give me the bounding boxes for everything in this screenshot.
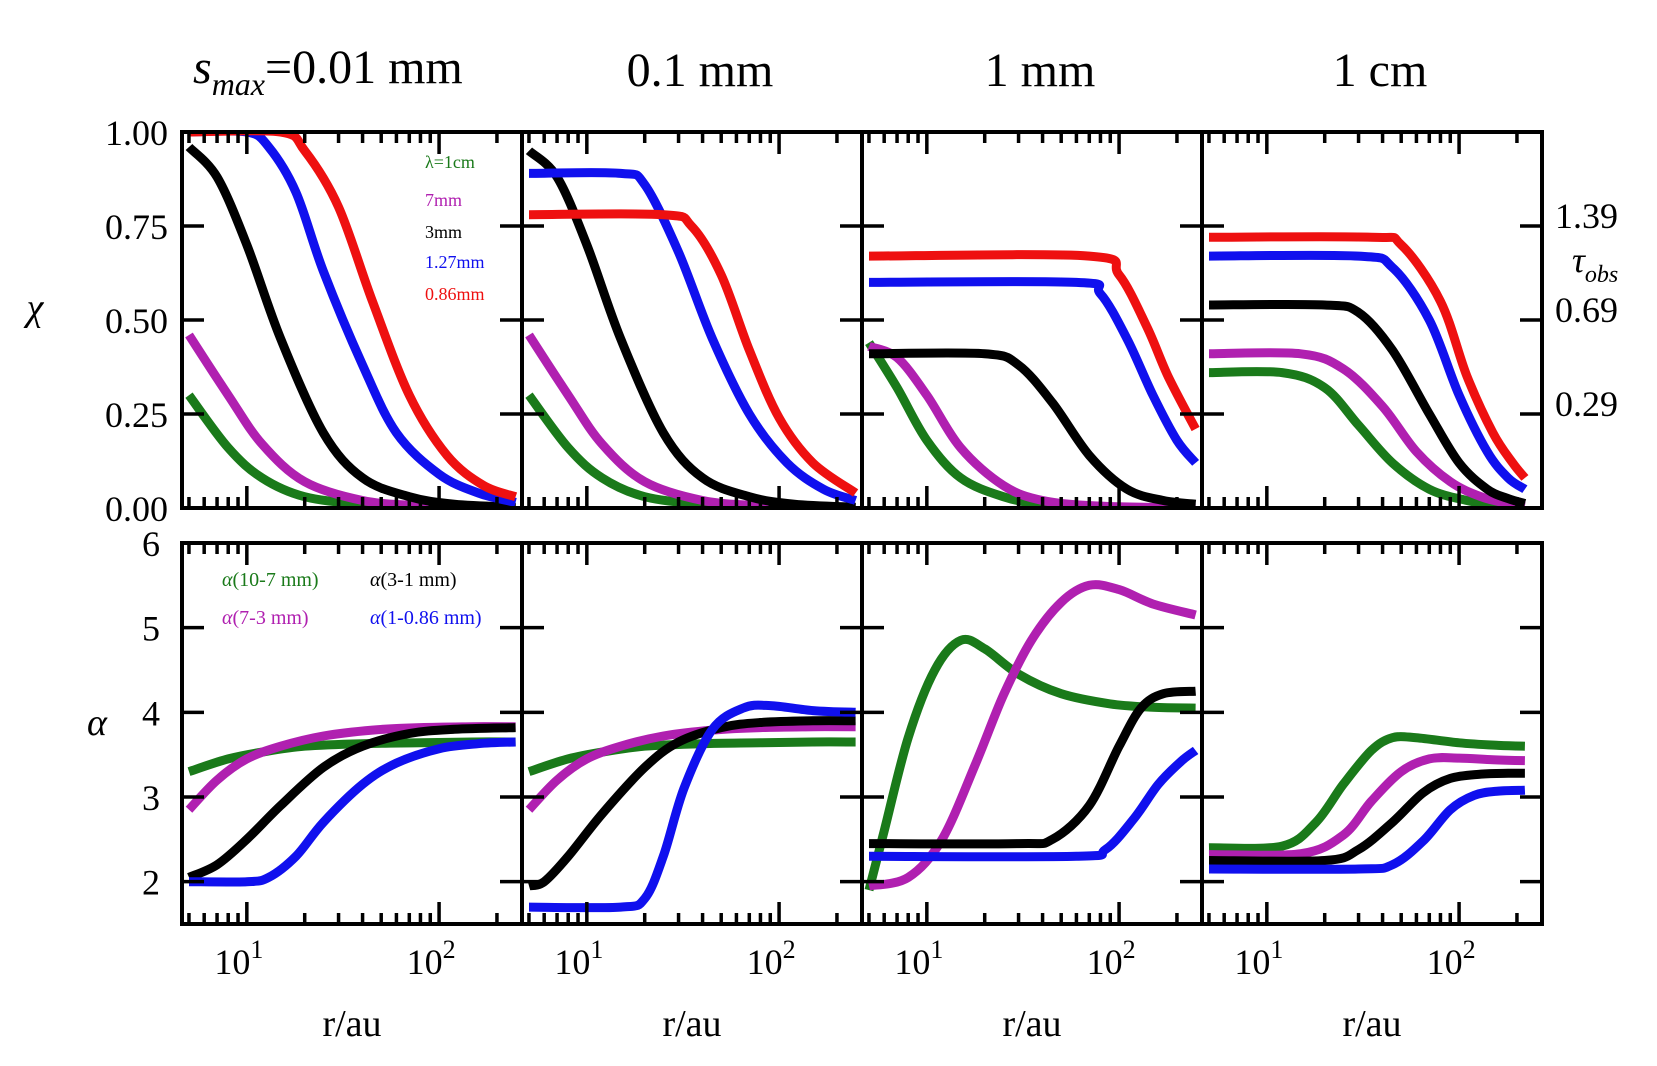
- bottom-panel-2-line-7-3: [525, 722, 856, 813]
- top-ylabel: χ: [23, 287, 45, 329]
- x-axis-label: r/au: [322, 1003, 381, 1045]
- panel-titles: smax=0.01 mm 0.1 mm 1 mm 1 cm: [193, 41, 1427, 102]
- top-panel-2: [520, 130, 864, 510]
- bottom-panel-4-line-3-1: [1208, 768, 1525, 866]
- panel-title-2: 0.1 mm: [627, 44, 774, 97]
- bottom-legend: α(10-7 mm) α(3-1 mm) α(7-3 mm) α(1-0.86 mm): [222, 569, 482, 629]
- bottom-ytick-label: 5: [142, 609, 160, 649]
- top-panel-4-line-0.86mm: [1208, 232, 1529, 481]
- bottom-panel-3-line-10-7: [864, 634, 1196, 892]
- top-panel-1-line-0.86mm: [189, 132, 518, 502]
- bottom-panel-4-frame: [1200, 541, 1544, 926]
- bottom-ytick-label: 2: [142, 863, 160, 903]
- top-panel-2-series: [525, 147, 859, 508]
- x-tick-label: 102: [407, 935, 456, 982]
- bottom-legend-item: α(3-1 mm): [370, 569, 457, 591]
- top-panel-4-line-1.27mm: [1208, 250, 1528, 494]
- top-panel-3-line-1cm: [865, 340, 1196, 508]
- top-ytick-label: 0.25: [105, 395, 168, 435]
- bottom-panel-3-line-1-0.86: [868, 746, 1199, 862]
- tau-tick-label: 0.29: [1555, 384, 1618, 424]
- top-panel-3-frame: [860, 130, 1204, 510]
- x-tick-label: 101: [894, 935, 943, 982]
- bottom-legend-item: α(1-0.86 mm): [370, 607, 482, 629]
- x-tick-label: 101: [214, 935, 263, 982]
- top-panel-1-line-1.27mm: [189, 132, 517, 507]
- bottom-ytick-label: 4: [142, 693, 160, 733]
- top-panel-3-series: [865, 250, 1200, 508]
- top-panel-4-series: [1208, 232, 1529, 508]
- top-panel-1: [180, 130, 524, 510]
- bottom-panel-4-line-7-3: [1208, 753, 1525, 860]
- x-tick-label: 102: [1087, 935, 1136, 982]
- bottom-panel-1-line-1-0.86: [188, 737, 516, 887]
- tau-tick-label: 0.69: [1555, 290, 1618, 330]
- x-tick-label: 101: [1234, 935, 1283, 982]
- bottom-panel-1-line-3-1: [187, 723, 516, 882]
- bottom-row-panels: 2 3 4 5 6 101 102 r/au 101 102 r/au 101 102 r/au 101 10…: [142, 524, 1544, 1045]
- top-panel-2-line-3mm: [525, 147, 856, 508]
- top-panel-1-series: [185, 132, 518, 508]
- bottom-panel-4-series: [1208, 732, 1526, 874]
- bottom-ytick-label: 6: [142, 524, 160, 564]
- top-legend-item: 1.27mm: [425, 252, 485, 272]
- tau-label: τobs: [1572, 240, 1618, 288]
- bottom-panel-2: [520, 541, 864, 926]
- top-panel-4: [1200, 130, 1544, 510]
- tau-axis: τobs 1.39 0.69 0.29: [1555, 196, 1618, 424]
- x-axis-label: r/au: [1002, 1003, 1061, 1045]
- x-tick-label: 102: [1427, 935, 1476, 982]
- bottom-panel-1-series: [185, 722, 516, 887]
- top-row-panels: 0.00 0.25 0.50 0.75 1.00: [105, 113, 1544, 529]
- bottom-legend-item: α(7-3 mm): [222, 607, 309, 629]
- bottom-panel-2-series: [525, 700, 856, 913]
- top-legend-item: λ=1cm: [425, 152, 475, 172]
- top-ytick-label: 0.00: [105, 489, 168, 529]
- bottom-ytick-label: 3: [142, 778, 160, 818]
- bottom-panel-3-line-7-3: [868, 580, 1197, 891]
- bottom-panel-2-line-1-0.86: [528, 700, 856, 913]
- bottom-panel-4: [1200, 541, 1544, 926]
- tau-tick-label: 1.39: [1555, 196, 1618, 236]
- top-panel-3: [860, 130, 1204, 510]
- bottom-panel-3-series: [864, 580, 1199, 892]
- top-ytick-label: 1.00: [105, 113, 168, 153]
- top-panel-3-line-3mm: [868, 348, 1197, 508]
- bottom-panel-4-line-10-7: [1208, 732, 1526, 853]
- x-axis-label: r/au: [1342, 1003, 1401, 1045]
- top-panel-4-line-3mm: [1208, 299, 1527, 508]
- bottom-panel-3: [860, 541, 1204, 926]
- top-panel-3-line-1.27mm: [868, 277, 1200, 466]
- top-legend-item: 7mm: [425, 190, 462, 210]
- top-panel-4-line-7mm: [1208, 348, 1526, 508]
- top-panel-4-line-1cm: [1208, 366, 1526, 508]
- x-tick-label: 102: [747, 935, 796, 982]
- top-legend-item: 3mm: [425, 222, 462, 242]
- top-legend: λ=1cm 7mm 3mm 1.27mm 0.86mm: [425, 152, 485, 304]
- top-ytick-label: 0.75: [105, 207, 168, 247]
- top-legend-item: 0.86mm: [425, 284, 485, 304]
- top-panel-1-line-7mm: [185, 332, 516, 508]
- bottom-ylabel: α: [87, 702, 108, 744]
- bottom-panel-2-line-3-1: [527, 716, 856, 891]
- top-panel-2-line-1.27mm: [528, 168, 858, 505]
- top-ytick-label: 0.50: [105, 301, 168, 341]
- x-tick-label: 101: [554, 935, 603, 982]
- top-panel-3-line-0.86mm: [868, 250, 1200, 432]
- bottom-legend-item: α(10-7 mm): [222, 569, 319, 591]
- top-panel-2-line-0.86mm: [528, 209, 859, 497]
- bottom-panel-1: [180, 541, 524, 926]
- top-panel-1-line-3mm: [185, 143, 516, 508]
- bottom-panel-3-line-3-1: [868, 686, 1196, 849]
- panel-title-4: 1 cm: [1333, 44, 1428, 97]
- x-axis-label: r/au: [662, 1003, 721, 1045]
- panel-title-1: smax=0.01 mm: [193, 41, 463, 102]
- panel-title-3: 1 mm: [985, 44, 1096, 97]
- bottom-panel-4-line-1-0.86: [1208, 785, 1526, 874]
